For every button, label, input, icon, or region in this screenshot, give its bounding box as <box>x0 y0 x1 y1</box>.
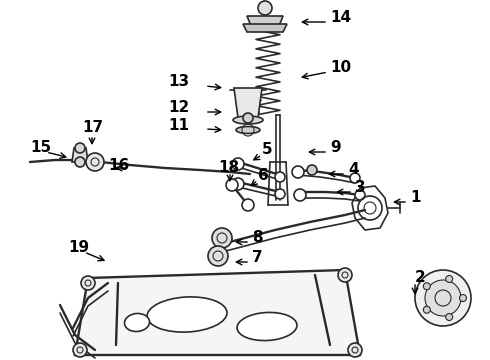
Circle shape <box>446 314 453 320</box>
Text: 4: 4 <box>348 162 359 177</box>
Text: 6: 6 <box>258 167 269 183</box>
Circle shape <box>425 280 461 316</box>
Circle shape <box>232 158 244 170</box>
Circle shape <box>75 157 85 167</box>
Circle shape <box>423 306 430 313</box>
Circle shape <box>75 143 85 153</box>
Circle shape <box>423 283 430 290</box>
Ellipse shape <box>237 312 297 341</box>
Text: 7: 7 <box>252 251 263 266</box>
Text: 5: 5 <box>262 143 272 158</box>
Polygon shape <box>234 88 262 118</box>
Circle shape <box>307 165 317 175</box>
Circle shape <box>86 153 104 171</box>
Text: 2: 2 <box>415 270 426 285</box>
Text: 10: 10 <box>330 60 351 76</box>
Ellipse shape <box>233 116 263 124</box>
Text: 13: 13 <box>168 75 189 90</box>
Circle shape <box>226 179 238 191</box>
Polygon shape <box>75 270 360 355</box>
Text: 14: 14 <box>330 10 351 26</box>
Ellipse shape <box>147 297 227 332</box>
Polygon shape <box>72 148 88 162</box>
Circle shape <box>275 189 285 199</box>
Circle shape <box>73 343 87 357</box>
Circle shape <box>208 246 228 266</box>
Circle shape <box>460 294 466 302</box>
Circle shape <box>258 1 272 15</box>
Circle shape <box>275 172 285 182</box>
Text: 12: 12 <box>168 100 189 116</box>
Circle shape <box>350 173 360 183</box>
Text: 1: 1 <box>410 190 420 206</box>
Circle shape <box>232 178 244 190</box>
Circle shape <box>212 228 232 248</box>
Text: 19: 19 <box>68 240 89 256</box>
Text: 11: 11 <box>168 117 189 132</box>
Text: 17: 17 <box>82 121 103 135</box>
Text: 15: 15 <box>30 140 51 156</box>
Circle shape <box>243 113 253 123</box>
Text: 3: 3 <box>355 180 366 195</box>
Circle shape <box>415 270 471 326</box>
Polygon shape <box>247 16 283 26</box>
Circle shape <box>355 190 365 200</box>
Ellipse shape <box>236 126 260 134</box>
Text: 9: 9 <box>330 140 341 156</box>
Circle shape <box>294 189 306 201</box>
Text: 18: 18 <box>218 161 239 175</box>
Ellipse shape <box>124 314 149 332</box>
Text: 16: 16 <box>108 158 129 172</box>
Circle shape <box>81 276 95 290</box>
Circle shape <box>446 275 453 283</box>
Text: 8: 8 <box>252 230 263 246</box>
Polygon shape <box>243 24 287 32</box>
Circle shape <box>292 166 304 178</box>
Circle shape <box>242 199 254 211</box>
Circle shape <box>338 268 352 282</box>
Circle shape <box>348 343 362 357</box>
